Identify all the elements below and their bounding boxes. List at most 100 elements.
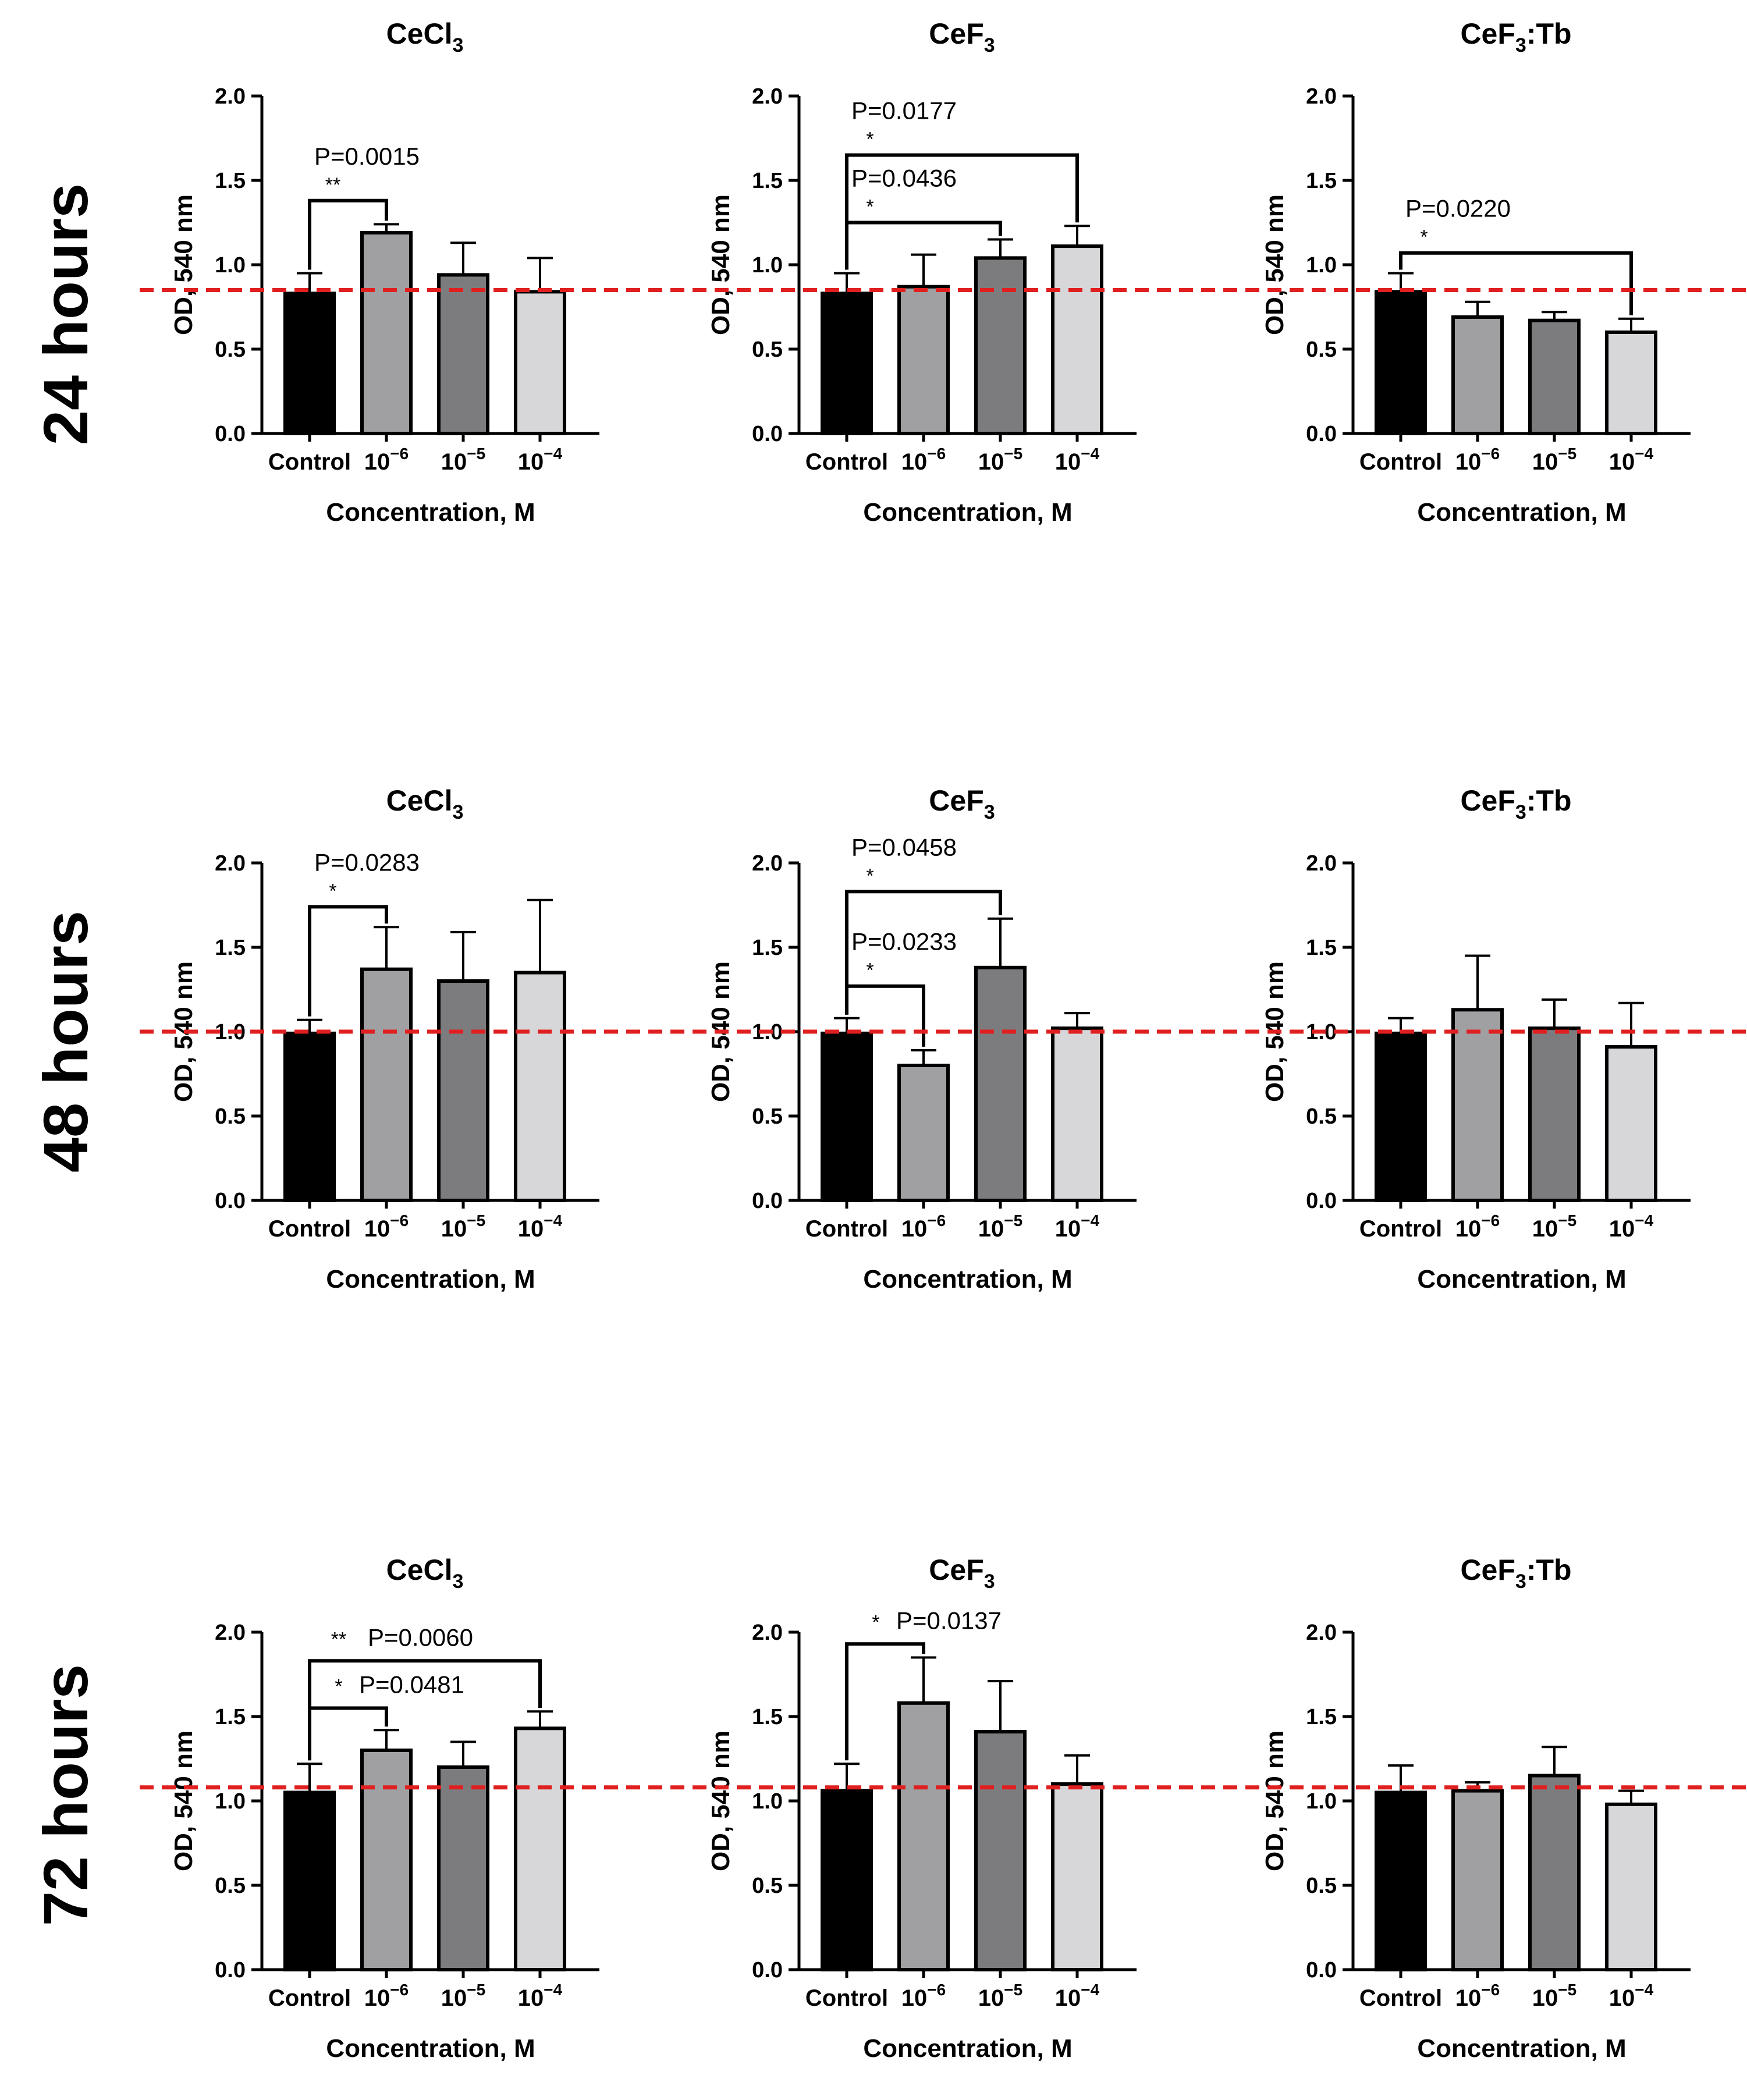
title-main: CeCl [386,1554,453,1586]
category-exponent: −5 [1558,1981,1576,1999]
x-tick-label: 10−5 [978,1981,1022,2011]
row-labels: 24 hours 48 hours 72 hours [30,183,101,1926]
category-base: 10 [901,1985,928,2011]
title-main: CeF [929,17,983,50]
category-base: 10 [1609,1216,1635,1242]
panel-title: CeF3 [929,17,995,56]
row-label: 24 hours [30,183,101,445]
title-main: CeF [1460,784,1515,817]
category-base: 10 [1609,449,1635,475]
y-tick-label: 0.0 [215,1958,246,1982]
bar [1451,1789,1504,1972]
y-tick-label: 0.5 [1306,1874,1337,1898]
category-exponent: −4 [1635,1981,1653,1999]
x-axis-label: Concentration, M [863,2034,1072,2063]
y-axis-label: OD, 540 nm [169,1731,198,1871]
category-exponent: −5 [467,445,485,463]
panel-title: CeCl3 [386,1554,464,1593]
category-exponent: −4 [1635,1211,1653,1230]
y-tick-label: 2.0 [752,851,783,876]
category-base: Control [805,1216,888,1242]
title-main: CeF [929,784,983,817]
panel-title: CeF3:Tb [1460,784,1571,823]
bar [821,1031,873,1203]
category-exponent: −4 [1081,1981,1099,1999]
y-tick-label: 1.5 [215,1705,246,1729]
category-base: 10 [441,449,467,475]
category-base: 10 [1455,1216,1482,1242]
category-base: 10 [901,449,928,475]
x-axis-label: Concentration, M [1417,1265,1626,1294]
y-tick-label: 1.5 [215,169,246,193]
p-value-label: P=0.0060 [368,1623,473,1651]
bar [283,1790,336,1971]
category-base: 10 [518,1985,544,2011]
category-base: Control [268,1985,351,2011]
bar [514,971,566,1202]
bar [1451,315,1504,436]
y-tick-label: 0.5 [752,337,783,362]
category-exponent: −5 [467,1211,485,1230]
category-base: 10 [1055,1216,1081,1242]
y-tick-label: 1.0 [215,253,246,278]
significance-bracket [308,1706,388,1761]
x-tick-label: Control [805,1985,888,2011]
category-base: Control [268,1216,351,1242]
y-tick-label: 0.5 [752,1874,783,1898]
title-main: CeF [1460,1554,1515,1586]
category-base: 10 [978,1216,1004,1242]
category-exponent: −6 [1481,445,1500,463]
category-base: 10 [1455,449,1482,475]
y-tick-label: 2.0 [752,1621,783,1645]
bar [974,256,1027,435]
significance-bracket [845,890,1002,1015]
bar [1375,290,1427,435]
x-tick-label: 10−5 [1532,445,1576,475]
category-base: 10 [364,1216,390,1242]
bar [437,1765,489,1971]
category-base: Control [805,449,888,475]
significance-bracket [845,1642,925,1761]
x-tick-label: 10−4 [1609,1211,1654,1242]
category-exponent: −4 [1635,445,1653,463]
y-tick-label: 2.0 [215,1621,246,1645]
p-value-label: P=0.0015 [314,143,420,170]
x-tick-label: 10−5 [441,1211,485,1242]
x-tick-label: 10−4 [518,1211,563,1242]
x-tick-label: Control [268,449,351,475]
y-axis-label: OD, 540 nm [706,1731,735,1871]
bar [1528,318,1581,436]
x-tick-label: 10−4 [1609,445,1654,475]
title-main: CeF [929,1554,983,1586]
y-tick-label: 0.0 [215,422,246,446]
y-tick-label: 0.0 [752,1958,783,1982]
significance-stars: * [1420,226,1428,248]
bar [897,1701,950,1972]
bar [1605,1045,1657,1202]
p-value-label: P=0.0436 [851,165,957,192]
category-base: 10 [1532,1985,1558,2011]
x-tick-label: 10−6 [901,1211,946,1242]
y-tick-label: 1.5 [215,936,246,960]
bar [360,967,413,1202]
category-exponent: −5 [467,1981,485,1999]
x-tick-label: 10−4 [518,1981,563,2011]
significance-bracket [308,198,388,270]
x-tick-label: 10−4 [518,445,563,475]
x-tick-label: 10−6 [901,445,946,475]
y-tick-label: 1.0 [752,1789,783,1814]
y-tick-label: 0.0 [752,422,783,446]
category-base: 10 [978,449,1004,475]
x-tick-label: 10−5 [441,1981,485,2011]
category-exponent: −4 [1081,445,1099,463]
y-tick-label: 1.0 [752,253,783,278]
x-tick-label: 10−5 [1532,1981,1576,2011]
p-value-label: P=0.0137 [896,1607,1002,1634]
x-tick-label: Control [268,1985,351,2011]
